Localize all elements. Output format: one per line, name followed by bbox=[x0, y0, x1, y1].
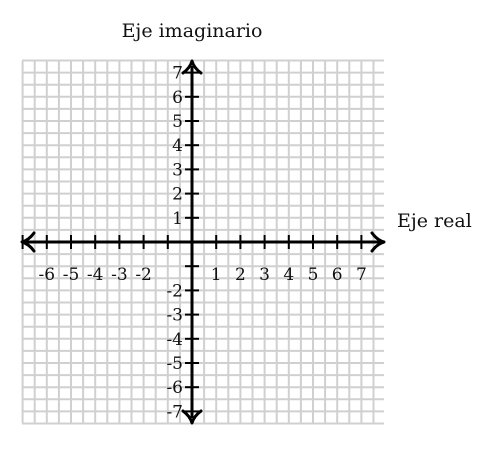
imaginary-tick-label: 2 bbox=[172, 185, 183, 205]
axes bbox=[20, 59, 386, 425]
imaginary-tick-label: -5 bbox=[166, 354, 183, 374]
imaginary-tick-label: -4 bbox=[166, 330, 183, 350]
imaginary-tick-label: 6 bbox=[172, 88, 183, 108]
real-tick-label: -4 bbox=[87, 265, 104, 285]
real-tick-label: 7 bbox=[356, 265, 367, 285]
real-tick-label: -2 bbox=[135, 265, 152, 285]
imaginary-tick-label: 5 bbox=[172, 112, 183, 132]
real-axis-arrow-right bbox=[370, 231, 386, 253]
imaginary-tick-label: 3 bbox=[172, 160, 183, 180]
real-tick-label: 3 bbox=[259, 265, 270, 285]
real-tick-label: 6 bbox=[332, 265, 343, 285]
imaginary-axis-arrow-down bbox=[181, 409, 203, 425]
imaginary-tick-label: -2 bbox=[166, 281, 183, 301]
real-tick-label: 5 bbox=[308, 265, 319, 285]
imaginary-axis-arrow-up bbox=[181, 59, 203, 75]
real-tick-label: 2 bbox=[235, 265, 246, 285]
real-tick-label: -6 bbox=[39, 265, 56, 285]
real-tick-label: -3 bbox=[111, 265, 128, 285]
real-tick-label: 1 bbox=[211, 265, 222, 285]
imaginary-tick-label: -7 bbox=[166, 402, 183, 422]
imaginary-tick-label: 4 bbox=[172, 136, 183, 156]
imaginary-tick-label: -6 bbox=[166, 378, 183, 398]
imaginary-tick-label: 1 bbox=[172, 209, 183, 229]
real-tick-label: 4 bbox=[283, 265, 294, 285]
imaginary-tick-label: 7 bbox=[172, 64, 183, 84]
real-tick-label: -5 bbox=[63, 265, 80, 285]
real-axis-title: Eje real bbox=[397, 210, 472, 232]
imaginary-tick-label: -3 bbox=[166, 306, 183, 326]
imaginary-axis-title: Eje imaginario bbox=[122, 20, 263, 42]
ticks bbox=[21, 71, 363, 413]
